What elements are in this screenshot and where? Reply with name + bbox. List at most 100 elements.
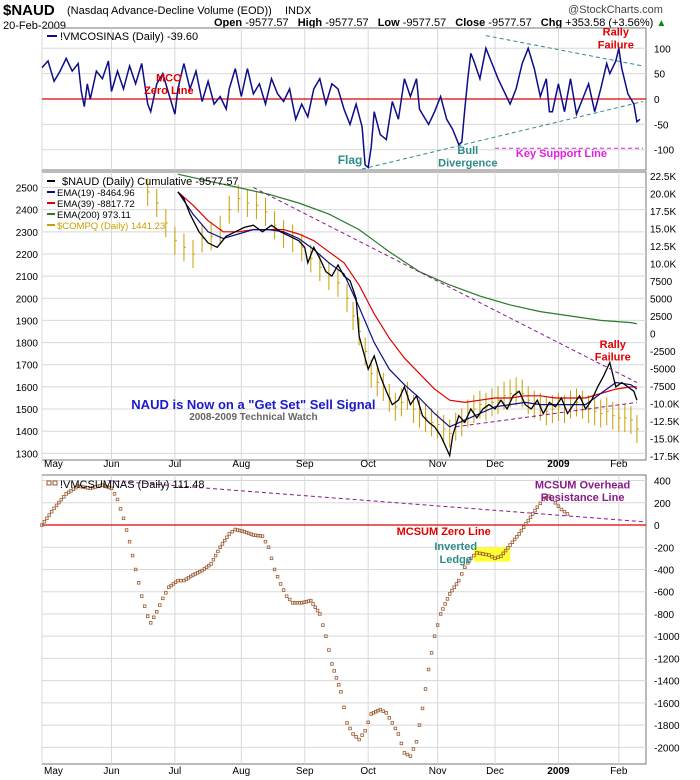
y-tick-label: -400 <box>654 565 674 576</box>
mcsum-point <box>360 733 364 737</box>
annotation-ledge: Ledge <box>440 554 472 566</box>
y-tick-label-left: 1700 <box>16 361 39 372</box>
y-tick-label: -50 <box>654 120 669 131</box>
mcsum-point <box>553 501 558 505</box>
y-tick-label: -600 <box>654 588 674 599</box>
legend-entry: EMA(39) -8817.72 <box>57 199 135 210</box>
resistance-trend-line <box>108 480 644 523</box>
mcsum-point <box>49 509 54 514</box>
mcsum-point <box>115 497 120 502</box>
mcsum-point <box>176 578 180 583</box>
annotation-technical-watch: 2008-2009 Technical Watch <box>189 412 317 423</box>
mcsum-point <box>402 751 407 755</box>
y-tick-label-right: 5000 <box>650 295 673 306</box>
mcsum-point <box>42 519 47 524</box>
legend-swatch <box>52 480 58 486</box>
y-tick-label-right: -7500 <box>650 382 676 393</box>
y-tick-label: -200 <box>654 543 674 554</box>
mcsum-point <box>348 726 352 731</box>
y-tick-label-right: 0 <box>650 330 656 341</box>
mcsum-point <box>57 500 61 505</box>
x-tick-label: May <box>44 766 63 777</box>
annotation-mco: MCO <box>156 72 182 84</box>
mcsum-point <box>510 540 515 544</box>
series-ema200-line <box>177 173 638 325</box>
mcsum-point <box>269 556 274 561</box>
mcsum-point <box>62 495 66 499</box>
mcsum-point <box>469 556 473 561</box>
mcsum-point <box>223 538 227 543</box>
y-tick-label-right: 15.0K <box>650 225 676 236</box>
mcsum-point <box>366 720 370 725</box>
y-tick-label-left: 2000 <box>16 294 39 305</box>
mcsum-point <box>118 507 123 511</box>
mcsum-point <box>519 528 524 533</box>
mcsum-point <box>164 591 168 595</box>
header-exchange: INDX <box>285 5 312 17</box>
series-naud-line <box>177 191 638 458</box>
mcsum-point <box>454 582 459 586</box>
panel-title: !VMCSUMNAS (Daily) 111.48 <box>60 479 204 491</box>
y-tick-label-right: 12.5K <box>650 242 676 253</box>
mcsum-point <box>230 529 234 534</box>
chg-label: Chg <box>540 17 563 29</box>
y-tick-label: -1800 <box>654 721 680 732</box>
mcsum-point <box>556 504 561 508</box>
mcsum-point <box>493 556 497 561</box>
mcsum-point <box>318 612 322 616</box>
y-tick-label-right: -2500 <box>650 347 676 358</box>
mcsum-point <box>363 728 367 733</box>
mcsum-point <box>475 551 479 555</box>
mcsum-point <box>559 507 564 512</box>
mcsum-point <box>405 752 410 757</box>
mcsum-point <box>387 716 391 720</box>
mcsum-point <box>535 505 539 509</box>
trend-line <box>361 101 644 170</box>
mcsum-point <box>133 567 138 572</box>
y-tick-label: -1400 <box>654 677 680 688</box>
x-tick-label: Nov <box>429 459 447 470</box>
mcsum-point <box>284 594 289 598</box>
mcsum-point <box>145 614 150 618</box>
mcsum-point <box>313 605 318 609</box>
y-tick-label: 100 <box>654 44 671 55</box>
mcsum-point <box>512 537 517 542</box>
mcsum-point <box>478 551 482 556</box>
inverted-ledge-highlight <box>473 547 511 562</box>
mcsum-point <box>524 522 528 526</box>
mcsum-point <box>337 683 341 687</box>
x-tick-label: 2009 <box>547 459 570 470</box>
y-tick-label-right: -17.5K <box>650 452 680 463</box>
mcsum-point <box>121 516 126 521</box>
mcsum-point <box>484 552 488 557</box>
annotation-resistance-line: Resistance Line <box>541 492 625 504</box>
mcsum-point <box>396 732 401 736</box>
series-mcosinas-line <box>41 45 641 169</box>
mcsum-point <box>357 737 361 742</box>
y-tick-label: -2000 <box>654 743 680 754</box>
mcsum-point <box>139 594 144 598</box>
trend-line <box>485 35 644 67</box>
y-tick-label: 50 <box>654 70 666 81</box>
mcsum-point <box>472 553 476 558</box>
mcsum-point <box>281 588 286 592</box>
y-tick-label: 0 <box>654 521 660 532</box>
y-tick-label-right: 20.0K <box>650 190 676 201</box>
mcsum-point <box>218 545 222 549</box>
mcsum-point <box>339 690 343 694</box>
y-tick-label-right: -15.0K <box>650 435 680 446</box>
mcsum-point <box>332 669 336 673</box>
mcsum-point <box>216 549 220 554</box>
mcsum-point <box>225 535 229 539</box>
mcsum-point <box>528 515 533 519</box>
annotation-rally: Rally <box>603 27 630 39</box>
mcsum-point <box>408 754 413 758</box>
series-ema39-line <box>177 191 637 404</box>
annotation-failure: Failure <box>598 39 634 51</box>
mcsum-point <box>450 588 454 593</box>
mcsum-point <box>417 723 422 727</box>
annotation-key-support-line: Key Support Line <box>516 148 607 160</box>
mcsum-point <box>345 721 349 725</box>
mcsum-point <box>179 578 183 583</box>
